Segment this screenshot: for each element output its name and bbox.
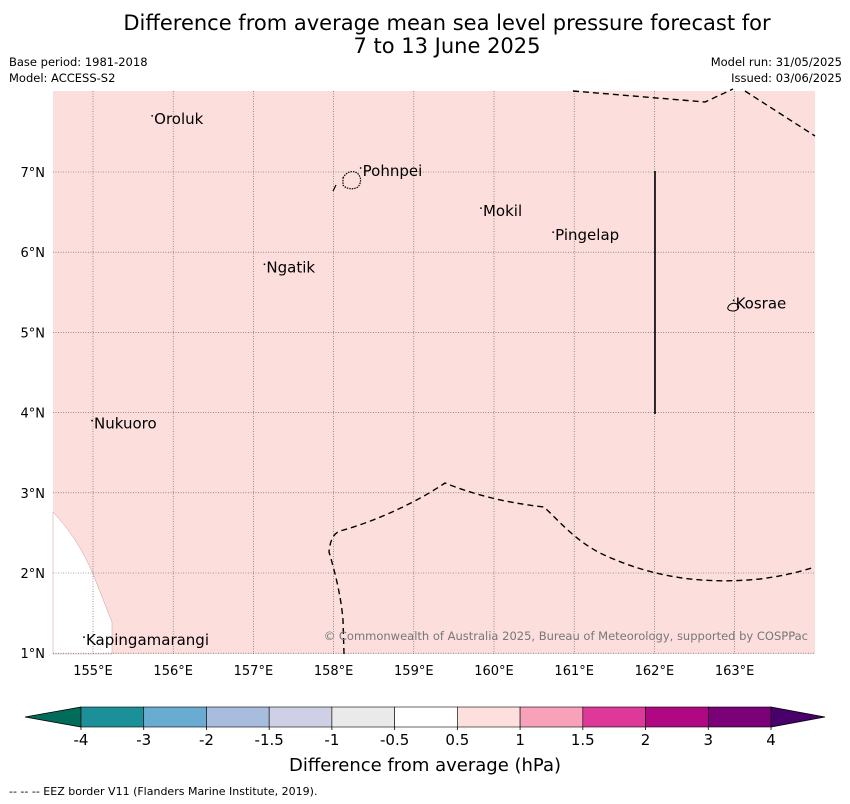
- place-label: Pohnpei: [363, 162, 423, 180]
- place-label: Ngatik: [266, 258, 315, 276]
- longitude-tick-label: 159°E: [394, 664, 434, 679]
- copyright-text: © Commonwealth of Australia 2025, Bureau…: [324, 629, 808, 643]
- model-text: Model: ACCESS-S2: [9, 71, 116, 85]
- place-marker: [480, 207, 482, 210]
- longitude-tick-label: 162°E: [635, 664, 675, 679]
- longitude-tick-labels: 155°E 156°E 157°E 158°E 159°E 160°E 161°E 162°E…: [73, 664, 754, 679]
- longitude-tick-label: 161°E: [554, 664, 594, 679]
- colorbar-swatch: [331, 706, 395, 728]
- pohnpei-island-icon: [342, 171, 362, 190]
- colorbar: -4 -3 -2 -1.5 -1 -0.5 0.5 1 1.5 2 3 4: [24, 706, 826, 749]
- place-label: Kapingamarangi: [86, 631, 209, 649]
- latitude-tick-label: 3°N: [21, 487, 46, 502]
- longitude-tick-label: 163°E: [715, 664, 755, 679]
- colorbar-tick-label: -2: [199, 731, 214, 749]
- colorbar-tick-label: -3: [136, 731, 151, 749]
- place-marker: [263, 263, 266, 266]
- issued-text: Issued: 03/06/2025: [731, 71, 842, 85]
- longitude-tick-label: 155°E: [73, 664, 113, 679]
- colorbar-tick-label: 1: [515, 731, 525, 749]
- map-layer: Oroluk Pohnpei Mokil Pingelap Ngatik Kosrae Nu…: [21, 88, 816, 679]
- latitude-tick-label: 5°N: [21, 326, 46, 341]
- colorbar-swatch: [206, 706, 270, 728]
- place-label: Pingelap: [555, 226, 619, 244]
- footnote-text: -- -- -- EEZ border V11 (Flanders Marine…: [9, 785, 318, 798]
- place-label: Nukuoro: [94, 415, 157, 433]
- colorbar-under-arrow: [24, 706, 82, 728]
- latitude-tick-label: 7°N: [21, 166, 46, 181]
- place-marker: [359, 167, 362, 169]
- colorbar-swatch: [457, 706, 521, 728]
- colorbar-swatch: [143, 706, 207, 728]
- longitude-tick-label: 160°E: [474, 664, 514, 679]
- longitude-tick-label: 157°E: [234, 664, 274, 679]
- eez-border-north: [572, 88, 734, 103]
- colorbar-swatch: [268, 706, 333, 728]
- place-marker: [151, 114, 154, 117]
- colorbar-swatch: [80, 706, 145, 728]
- eez-border-pohnpei-stub: [332, 184, 337, 192]
- colorbar-over-arrow: [770, 706, 826, 728]
- latitude-tick-label: 4°N: [21, 407, 46, 422]
- colorbar-swatch: [582, 706, 646, 728]
- longitude-tick-label: 156°E: [153, 664, 193, 679]
- colorbar-tick-label: -0.5: [380, 731, 409, 749]
- colorbar-tick-label: 2: [641, 731, 651, 749]
- colorbar-swatch: [645, 706, 709, 728]
- eez-border-northeast: [744, 90, 816, 137]
- model-run-text: Model run: 31/05/2025: [710, 55, 842, 69]
- unfilled-region: [52, 511, 113, 655]
- latitude-tick-label: 2°N: [21, 567, 46, 582]
- run-info: Model run: 31/05/2025 Issued: 03/06/2025: [711, 54, 842, 86]
- colorbar-swatch: [394, 706, 458, 728]
- model-info: Base period: 1981-2018 Model: ACCESS-S2: [9, 54, 148, 86]
- colorbar-label: Difference from average (hPa): [288, 755, 562, 776]
- latitude-tick-label: 1°N: [21, 647, 46, 662]
- colorbar-swatch: [519, 706, 584, 728]
- place-marker: [552, 231, 555, 234]
- colorbar-tick-label: 1.5: [571, 731, 595, 749]
- colorbar-tick-label: 0.5: [445, 731, 469, 749]
- longitude-tick-label: 158°E: [314, 664, 354, 679]
- colorbar-swatch: [707, 706, 772, 728]
- map-title: Difference from average mean sea level p…: [0, 12, 850, 58]
- place-marker: [732, 299, 735, 302]
- title-line-2: 7 to 13 June 2025: [353, 34, 541, 58]
- colorbar-tick-label: -4: [74, 731, 89, 749]
- eez-border-south: [328, 482, 816, 655]
- place-labels: Oroluk Pohnpei Mokil Pingelap Ngatik Kosrae Nu…: [83, 110, 786, 649]
- base-period-text: Base period: 1981-2018: [9, 55, 148, 69]
- colorbar-tick-label: -1.5: [255, 731, 284, 749]
- colorbar-tick-label: 4: [766, 731, 776, 749]
- latitude-tick-labels: 7°N 6°N 5°N 4°N 3°N 2°N 1°N: [21, 166, 46, 662]
- title-line-1: Difference from average mean sea level p…: [123, 11, 771, 35]
- place-label: Oroluk: [154, 110, 203, 128]
- place-label: Kosrae: [736, 294, 787, 312]
- latitude-tick-label: 6°N: [21, 246, 46, 261]
- map-background: [53, 91, 815, 654]
- kosrae-island-icon: [727, 302, 740, 312]
- place-marker: [91, 419, 93, 422]
- place-marker: [83, 636, 85, 639]
- graticule: [53, 91, 815, 654]
- colorbar-tick-label: 3: [703, 731, 713, 749]
- colorbar-tick-label: -1: [324, 731, 339, 749]
- place-label: Mokil: [483, 202, 522, 220]
